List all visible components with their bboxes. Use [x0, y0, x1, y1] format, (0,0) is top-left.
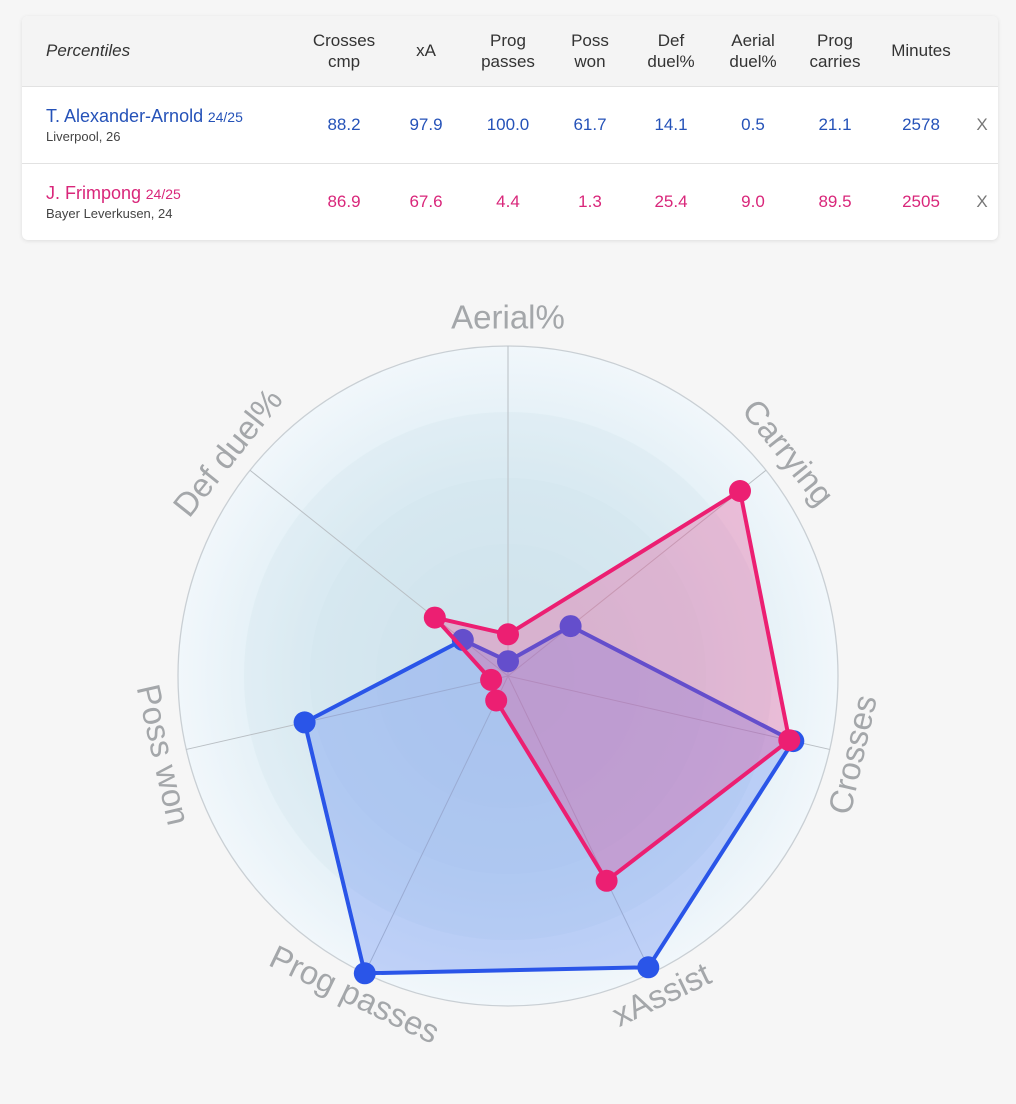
value-minutes: 2505: [902, 191, 940, 211]
value-prog-passes: 100.0: [466, 86, 550, 164]
value-xa: 67.6: [409, 191, 443, 211]
value-xa: 97.9: [386, 86, 466, 164]
column-header-xa: xA: [386, 16, 466, 87]
table-header-row: Percentiles Crosses cmp xA Prog passes Pos…: [22, 16, 998, 87]
value-def-duel: 25.4: [654, 191, 688, 211]
player-name[interactable]: T. Alexander-Arnold: [46, 105, 204, 126]
radar-point: [423, 606, 446, 629]
radar-point: [480, 668, 503, 691]
player-cell: J. Frimpong 24/25 Bayer Leverkusen, 24: [22, 163, 302, 240]
radar-axis-line: [364, 675, 509, 974]
value-poss-won: 1.3: [578, 191, 602, 211]
radar-axis-line: [507, 675, 830, 750]
value-aerial-duel: 0.5: [712, 86, 794, 164]
radar-point: [497, 650, 519, 673]
radar-axis-line: [507, 675, 652, 974]
radar-axis-line: [507, 469, 767, 677]
radar-point: [559, 615, 582, 638]
player-club: Bayer Leverkusen, 24: [46, 205, 173, 221]
column-header-poss-won: Poss won: [550, 16, 630, 87]
column-header-def-duel: Def duel%: [630, 16, 712, 87]
percentiles-table-card: Percentiles Crosses cmp xA Prog passes Pos…: [22, 16, 998, 240]
value-crosses: 86.9: [327, 191, 361, 211]
radar-axis-label: Aerial%: [451, 299, 565, 336]
value-crosses: 88.2: [302, 86, 386, 164]
radar-point: [637, 956, 660, 979]
player-season: 24/25: [145, 185, 181, 202]
radar-series-area: [302, 624, 796, 976]
remove-player-button[interactable]: X: [976, 191, 988, 211]
column-header-aerial-duel: Aerial duel%: [712, 16, 794, 87]
player-name[interactable]: J. Frimpong: [46, 182, 142, 203]
radar-axis-line: [186, 675, 509, 750]
value-minutes: 2578: [876, 86, 966, 164]
radar-series-2: [423, 480, 801, 892]
column-header-prog-passes: Prog passes: [466, 16, 550, 87]
value-poss-won: 61.7: [550, 86, 630, 164]
radar-point: [353, 962, 376, 985]
value-prog-passes: 4.4: [496, 191, 520, 211]
radar-series-area: [432, 489, 792, 883]
table-row: J. Frimpong 24/25 Bayer Leverkusen, 24 8…: [22, 163, 998, 240]
remove-player-button[interactable]: X: [966, 86, 998, 164]
percentiles-header: Percentiles: [22, 16, 302, 87]
column-header-prog-carries: Prog carries: [794, 16, 876, 87]
value-def-duel: 14.1: [630, 86, 712, 164]
radar-point: [778, 729, 801, 752]
column-header-minutes: Minutes: [876, 16, 966, 87]
radar-point: [497, 623, 519, 646]
column-header-crosses: Crosses cmp: [302, 16, 386, 87]
percentiles-table: Percentiles Crosses cmp xA Prog passes Pos…: [22, 16, 998, 240]
player-season: 24/25: [207, 108, 243, 125]
player-cell: T. Alexander-Arnold 24/25 Liverpool, 26: [22, 86, 302, 164]
column-header-remove: [966, 16, 998, 87]
player-club: Liverpool, 26: [46, 128, 121, 144]
value-prog-carries: 21.1: [794, 86, 876, 164]
table-row: T. Alexander-Arnold 24/25 Liverpool, 26 …: [22, 86, 998, 164]
radar-point: [293, 711, 316, 734]
radar-point: [729, 480, 751, 502]
radar-point: [485, 689, 508, 712]
value-aerial-duel: 9.0: [741, 191, 765, 211]
radar-point: [595, 869, 618, 892]
value-prog-carries: 89.5: [818, 191, 852, 211]
